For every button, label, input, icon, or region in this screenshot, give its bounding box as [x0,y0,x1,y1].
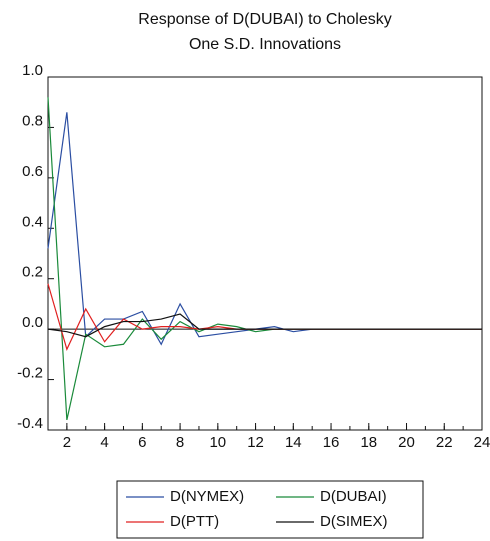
series-line [48,284,482,350]
x-tick-label: 6 [138,434,146,451]
y-tick-label: 0.2 [22,264,43,281]
plot-frame [48,77,482,430]
y-tick-label: -0.4 [17,415,43,432]
x-tick-label: 14 [285,434,302,451]
x-tick-label: 16 [323,434,340,451]
series-line [48,112,482,344]
x-tick-label: 24 [474,434,490,451]
x-tick-label: 22 [436,434,453,451]
legend-label: D(SIMEX) [320,513,388,530]
x-tick-label: 10 [209,434,226,451]
y-tick-label: 1.0 [22,62,43,79]
series-line [48,97,482,420]
x-tick-label: 2 [63,434,71,451]
legend-label: D(NYMEX) [170,488,244,505]
chart: Response of D(DUBAI) to Cholesky One S.D… [0,0,490,541]
chart-title: Response of D(DUBAI) to Cholesky [138,11,391,28]
x-tick-label: 4 [100,434,108,451]
y-tick-label: 0.6 [22,163,43,180]
series-line [48,314,482,337]
x-tick-label: 8 [176,434,184,451]
page: {"chart_data": {"type": "line", "title":… [0,0,490,541]
x-tick-label: 20 [398,434,415,451]
y-tick-label: -0.2 [17,365,43,382]
legend-label: D(PTT) [170,513,219,530]
chart-title: One S.D. Innovations [189,36,341,53]
y-tick-label: 0.4 [22,213,43,230]
x-tick-label: 12 [247,434,264,451]
y-tick-label: 0.8 [22,112,43,129]
y-tick-label: 0.0 [22,314,43,331]
legend-label: D(DUBAI) [320,488,387,505]
x-tick-label: 18 [360,434,377,451]
